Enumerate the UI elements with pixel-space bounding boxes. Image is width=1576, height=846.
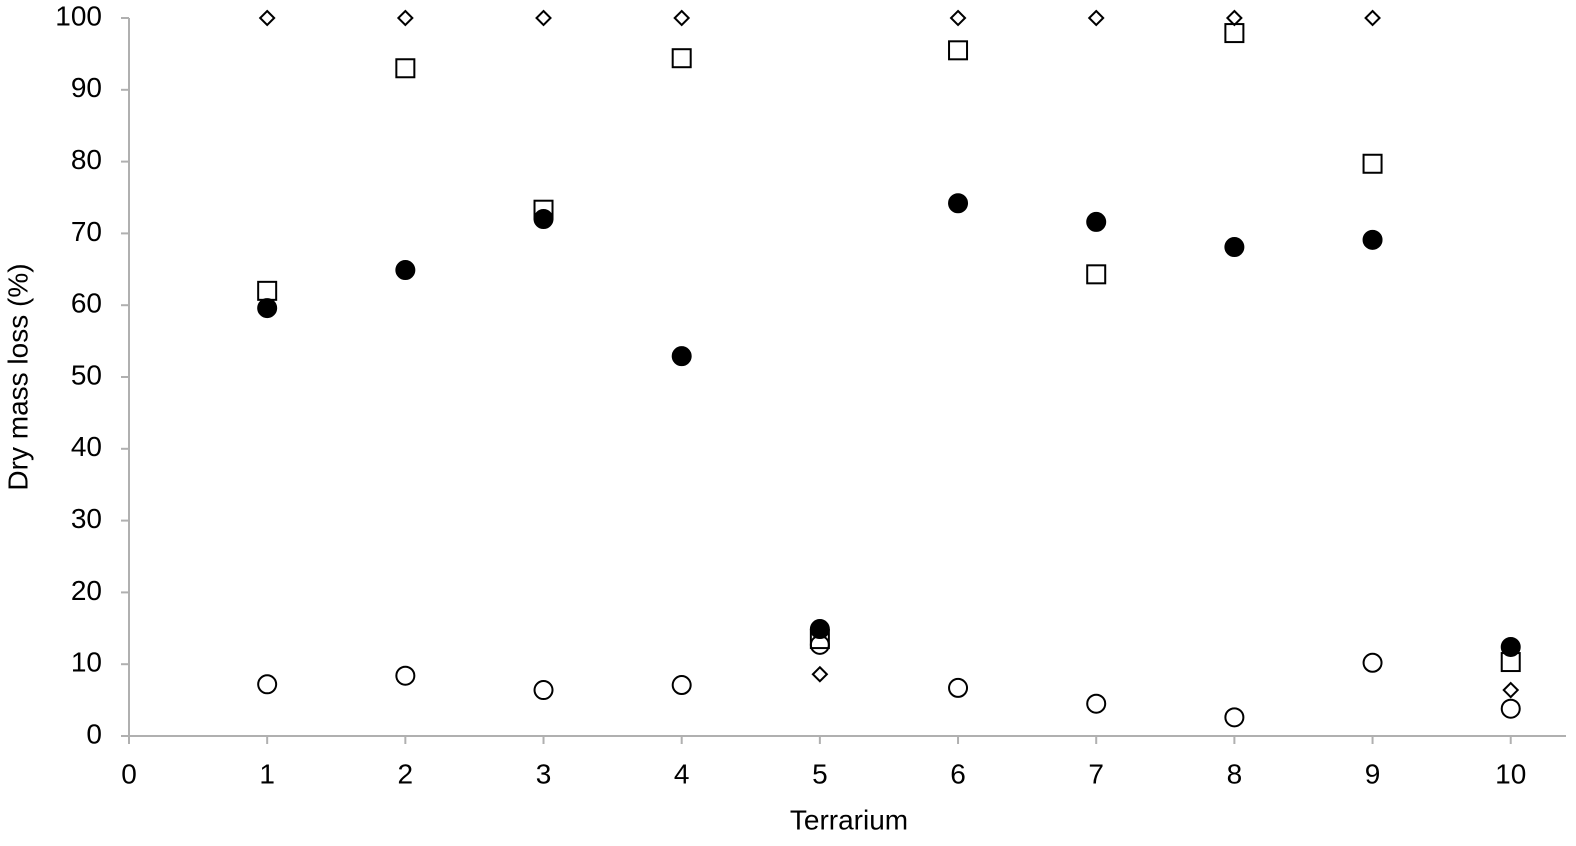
diamond-marker [396,9,414,27]
x-tick-label: 2 [398,758,414,789]
y-tick-label: 30 [71,503,102,534]
y-tick-label: 90 [71,72,102,103]
y-tick-label: 10 [71,647,102,678]
y-tick-label: 80 [71,144,102,175]
square-marker [671,48,692,69]
y-tick-label: 0 [86,718,102,749]
x-tick-label: 6 [950,758,966,789]
circle-marker [948,677,969,698]
circle-marker [1086,693,1107,714]
y-tick-label: 100 [55,0,102,31]
square-marker [1362,153,1383,174]
circle-marker [1500,698,1521,719]
diamond-marker [1225,9,1243,27]
square-marker [1086,264,1107,285]
circle-marker [671,346,692,367]
y-tick-label: 70 [71,216,102,247]
diamond-marker [1502,681,1520,699]
x-tick-label: 4 [674,758,690,789]
square-marker [395,58,416,79]
y-tick-label: 40 [71,431,102,462]
circle-marker [395,260,416,281]
circle-marker [948,193,969,214]
y-axis-label: Dry mass loss (%) [2,263,33,490]
circle-marker [533,209,554,230]
diamond-marker [1364,9,1381,27]
circle-marker [1500,636,1521,657]
diamond-marker [949,9,967,27]
circle-marker [533,680,554,701]
circle-marker [809,634,830,655]
diamond-marker [673,9,691,27]
diamond-marker [1087,9,1105,27]
circle-marker [1362,652,1383,673]
diamond-marker [811,665,829,683]
circle-marker [257,298,278,319]
x-axis-label: Terrarium [790,804,908,835]
circle-marker [809,619,830,640]
x-tick-label: 5 [812,758,828,789]
y-tick-label: 20 [71,575,102,606]
circle-marker [671,675,692,696]
y-tick-label: 50 [71,359,102,390]
x-tick-label: 9 [1365,758,1381,789]
circle-marker [1224,237,1245,258]
circle-marker [1224,707,1245,728]
diamond-marker [258,9,276,27]
x-tick-label: 3 [536,758,552,789]
circle-marker [395,665,416,686]
circle-marker [257,674,278,695]
x-tick-label: 10 [1495,758,1526,789]
y-tick-label: 60 [71,288,102,319]
x-tick-label: 8 [1227,758,1243,789]
circle-marker [1362,229,1383,250]
x-tick-label: 7 [1088,758,1104,789]
circle-marker [1086,211,1107,232]
x-tick-label: 0 [121,758,137,789]
square-marker [1224,23,1245,44]
diamond-marker [535,9,552,27]
square-marker [257,280,278,301]
x-tick-label: 1 [259,758,275,789]
square-marker [948,40,969,61]
